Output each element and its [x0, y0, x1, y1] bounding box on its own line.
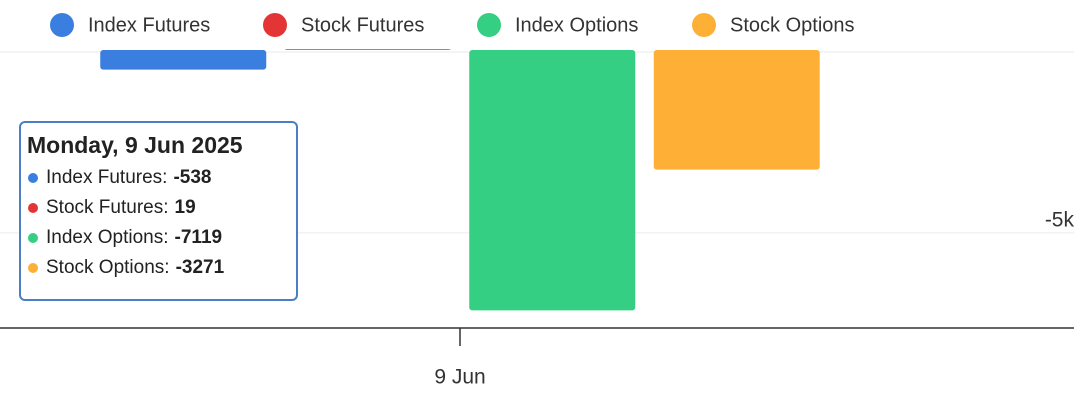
legend-label: Stock Options: [730, 14, 855, 36]
tooltip-label: Index Options:: [46, 227, 169, 248]
legend-marker: [263, 13, 287, 37]
tooltip-marker: [28, 233, 38, 243]
tooltip-marker: [28, 203, 38, 213]
tooltip-label: Stock Options:: [46, 257, 170, 278]
tooltip-marker: [28, 173, 38, 183]
legend-marker: [50, 13, 74, 37]
y-tick-label: -5k: [1045, 208, 1075, 231]
tooltip-row: Index Options: -7119: [46, 227, 222, 248]
tooltip-title: Monday, 9 Jun 2025: [27, 132, 243, 158]
tooltip-value: 19: [175, 197, 196, 218]
bar: [469, 50, 636, 311]
x-tick-label: 9 Jun: [434, 366, 485, 389]
bar: [653, 50, 820, 170]
tooltip-label: Index Futures:: [46, 167, 167, 188]
tooltip-row: Index Futures: -538: [46, 167, 211, 188]
tooltip-label: Stock Futures:: [46, 197, 169, 218]
legend-marker: [692, 13, 716, 37]
tooltip-row: Stock Futures: 19: [46, 197, 196, 218]
legend-label: Stock Futures: [301, 14, 424, 36]
tooltip-marker: [28, 263, 38, 273]
tooltip-value: -7119: [175, 227, 223, 248]
legend-label: Index Options: [515, 14, 638, 36]
legend-label: Index Futures: [88, 14, 210, 36]
bar: [284, 49, 451, 50]
tooltip-box: [19, 121, 298, 301]
tooltip-row: Stock Options: -3271: [46, 257, 225, 278]
bar: [100, 50, 267, 70]
legend-marker: [477, 13, 501, 37]
tooltip-value: -3271: [176, 257, 225, 278]
tooltip-value: -538: [173, 167, 211, 188]
